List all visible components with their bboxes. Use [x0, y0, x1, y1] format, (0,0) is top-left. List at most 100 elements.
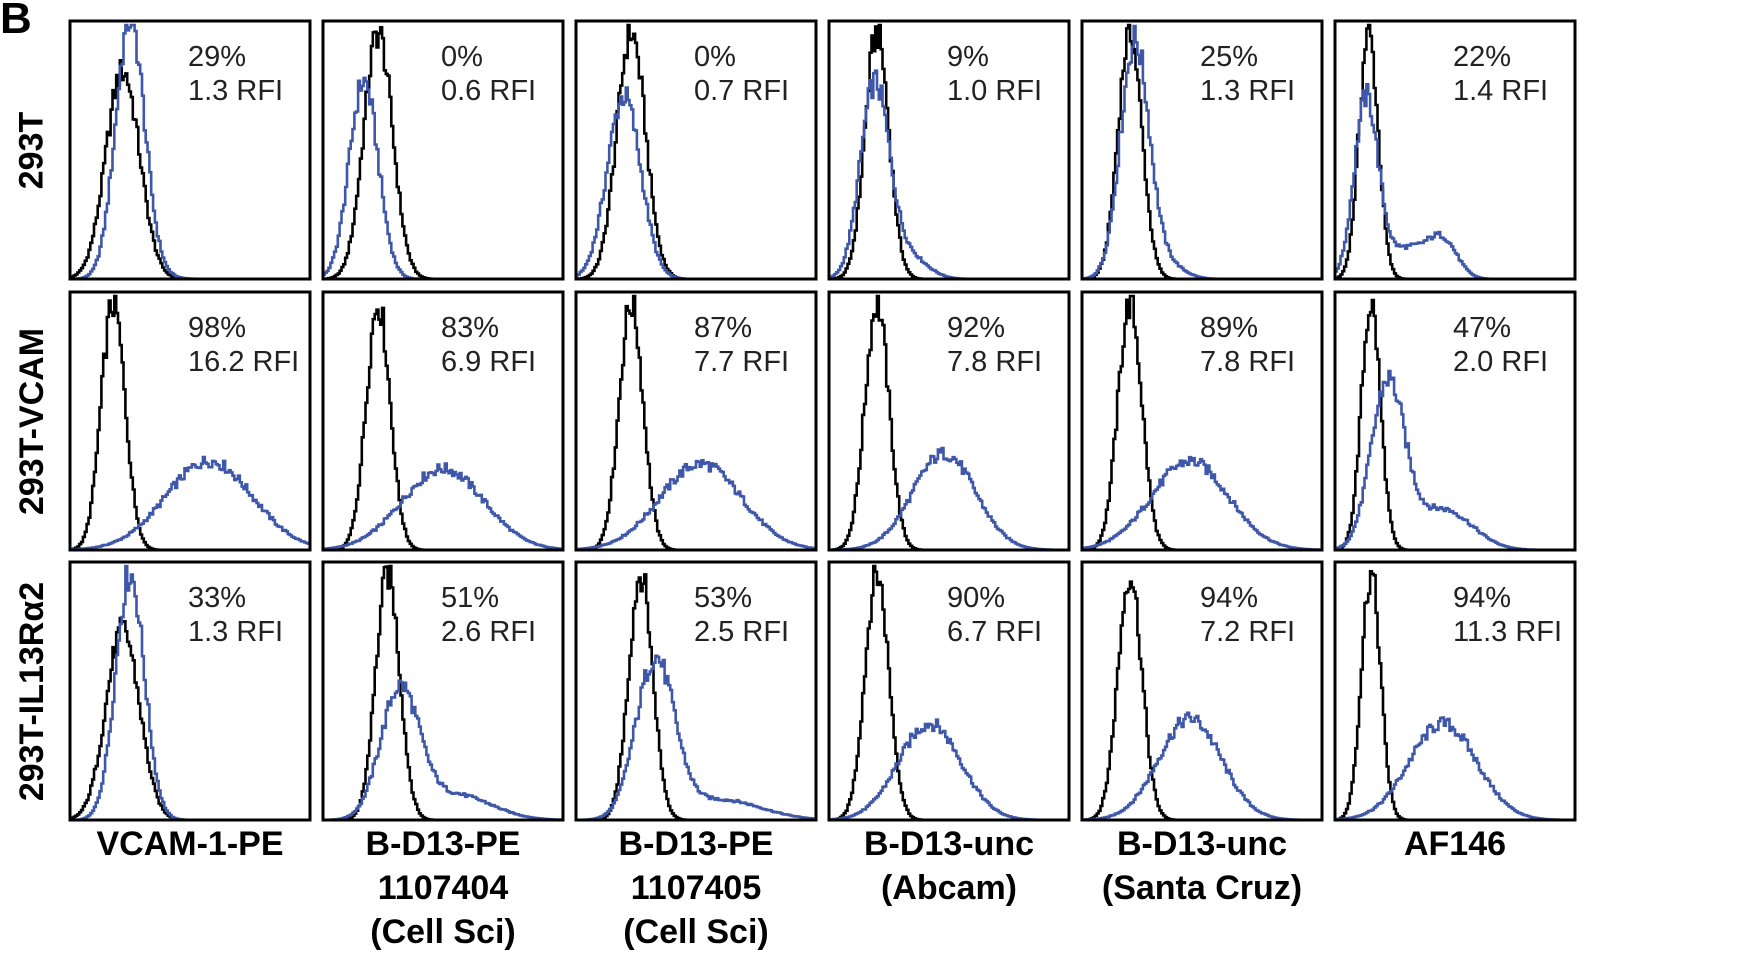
histogram-panel: 89%7.8 RFI — [1080, 290, 1324, 552]
panel-frame — [321, 290, 565, 552]
panel-frame — [321, 19, 565, 281]
panel-frame — [574, 290, 818, 552]
stained-histogram-line — [1082, 711, 1322, 820]
rfi-label: 1.0 RFI — [947, 75, 1042, 107]
percent-positive-label: 0% — [694, 41, 736, 73]
column-label: B-D13-unc (Santa Cruz) — [1052, 822, 1352, 910]
percent-positive-label: 29% — [188, 41, 246, 73]
rfi-label: 7.8 RFI — [947, 346, 1042, 378]
stained-histogram-line — [323, 462, 563, 550]
rfi-label: 11.3 RFI — [1453, 616, 1562, 648]
column-label-line: 1107405 — [630, 869, 762, 907]
stained-histogram-line — [1335, 716, 1575, 820]
rfi-label: 6.7 RFI — [947, 616, 1042, 648]
panel-frame — [1333, 560, 1577, 822]
panel-frame — [827, 290, 1071, 552]
histogram-panel: 47%2.0 RFI — [1333, 290, 1577, 552]
histogram-panel: 83%6.9 RFI — [321, 290, 565, 552]
panel-frame — [321, 560, 565, 822]
control-histogram-line — [70, 59, 310, 279]
control-histogram-line — [323, 306, 563, 550]
histogram-panel: 9%1.0 RFI — [827, 19, 1071, 281]
histogram-panel: 51%2.6 RFI — [321, 560, 565, 822]
panel-frame — [827, 19, 1071, 281]
histogram-panel: 0%0.7 RFI — [574, 19, 818, 281]
panel-frame — [1080, 290, 1324, 552]
control-histogram-line — [70, 616, 310, 820]
column-label: B-D13-PE 1107404 (Cell Sci) — [293, 822, 593, 954]
panel-frame — [68, 560, 312, 822]
column-label: VCAM-1-PE — [40, 822, 340, 866]
percent-positive-label: 53% — [694, 582, 752, 614]
percent-positive-label: 98% — [188, 312, 246, 344]
panel-frame — [68, 290, 312, 552]
panel-frame — [1333, 19, 1577, 281]
histogram-panel: 53%2.5 RFI — [574, 560, 818, 822]
rfi-label: 1.4 RFI — [1453, 75, 1548, 107]
histogram-panel: 94%7.2 RFI — [1080, 560, 1324, 822]
panel-frame — [1080, 560, 1324, 822]
rfi-label: 7.2 RFI — [1200, 616, 1295, 648]
percent-positive-label: 92% — [947, 312, 1005, 344]
rfi-label: 1.3 RFI — [1200, 75, 1295, 107]
row-label: 293T — [12, 111, 51, 189]
row-label: 293T-VCAM — [12, 327, 51, 515]
rfi-label: 7.8 RFI — [1200, 346, 1295, 378]
stained-histogram-line — [323, 76, 563, 279]
panel-frame — [1080, 19, 1324, 281]
column-label-line: 1107404 — [377, 869, 509, 907]
rfi-label: 2.5 RFI — [694, 616, 789, 648]
control-histogram-line — [1082, 294, 1322, 550]
stained-histogram-line — [1335, 83, 1575, 279]
panel-frame — [574, 19, 818, 281]
column-label-line: B-D13-unc — [863, 825, 1035, 863]
panel-frame — [574, 560, 818, 822]
rfi-label: 2.6 RFI — [441, 616, 536, 648]
stained-histogram-line — [576, 86, 816, 279]
histogram-panel: 33%1.3 RFI — [68, 560, 312, 822]
rfi-label: 16.2 RFI — [188, 346, 299, 378]
stained-histogram-line — [1335, 369, 1575, 550]
column-label-line: VCAM-1-PE — [96, 825, 284, 863]
rfi-label: 2.0 RFI — [1453, 346, 1548, 378]
histogram-panel: 22%1.4 RFI — [1333, 19, 1577, 281]
column-label: B-D13-PE 1107405 (Cell Sci) — [546, 822, 846, 954]
stained-histogram-line — [829, 446, 1069, 550]
histogram-panel: 87%7.7 RFI — [574, 290, 818, 552]
stained-histogram-line — [70, 23, 310, 279]
percent-positive-label: 47% — [1453, 312, 1511, 344]
histogram-panel: 25%1.3 RFI — [1080, 19, 1324, 281]
rfi-label: 1.3 RFI — [188, 75, 283, 107]
stained-histogram-line — [70, 455, 310, 550]
column-label-line: (Cell Sci) — [370, 913, 516, 951]
histogram-panel: 90%6.7 RFI — [827, 560, 1071, 822]
column-label-line: AF146 — [1403, 825, 1507, 863]
column-label-line: (Abcam) — [880, 869, 1018, 907]
stained-histogram-line — [829, 718, 1069, 820]
stained-histogram-line — [70, 564, 310, 820]
stained-histogram-line — [576, 459, 816, 550]
histogram-panel: 98%16.2 RFI — [68, 290, 312, 552]
panel-frame — [827, 560, 1071, 822]
control-histogram-line — [829, 23, 1069, 279]
control-histogram-line — [323, 26, 563, 279]
histogram-panel: 94%11.3 RFI — [1333, 560, 1577, 822]
percent-positive-label: 9% — [947, 41, 989, 73]
histogram-panel: 0%0.6 RFI — [321, 19, 565, 281]
column-label-line: (Cell Sci) — [623, 913, 769, 951]
panel-frame — [1333, 290, 1577, 552]
control-histogram-line — [576, 23, 816, 279]
percent-positive-label: 94% — [1200, 582, 1258, 614]
rfi-label: 0.7 RFI — [694, 75, 789, 107]
stained-histogram-line — [576, 654, 816, 820]
control-histogram-line — [829, 564, 1069, 820]
percent-positive-label: 89% — [1200, 312, 1258, 344]
percent-positive-label: 87% — [694, 312, 752, 344]
control-histogram-line — [1082, 580, 1322, 820]
column-label-line: B-D13-unc — [1116, 825, 1288, 863]
row-label: 293T-IL13Rα2 — [12, 581, 51, 801]
column-label-line: (Santa Cruz) — [1101, 869, 1303, 907]
percent-positive-label: 94% — [1453, 582, 1511, 614]
rfi-label: 0.6 RFI — [441, 75, 536, 107]
